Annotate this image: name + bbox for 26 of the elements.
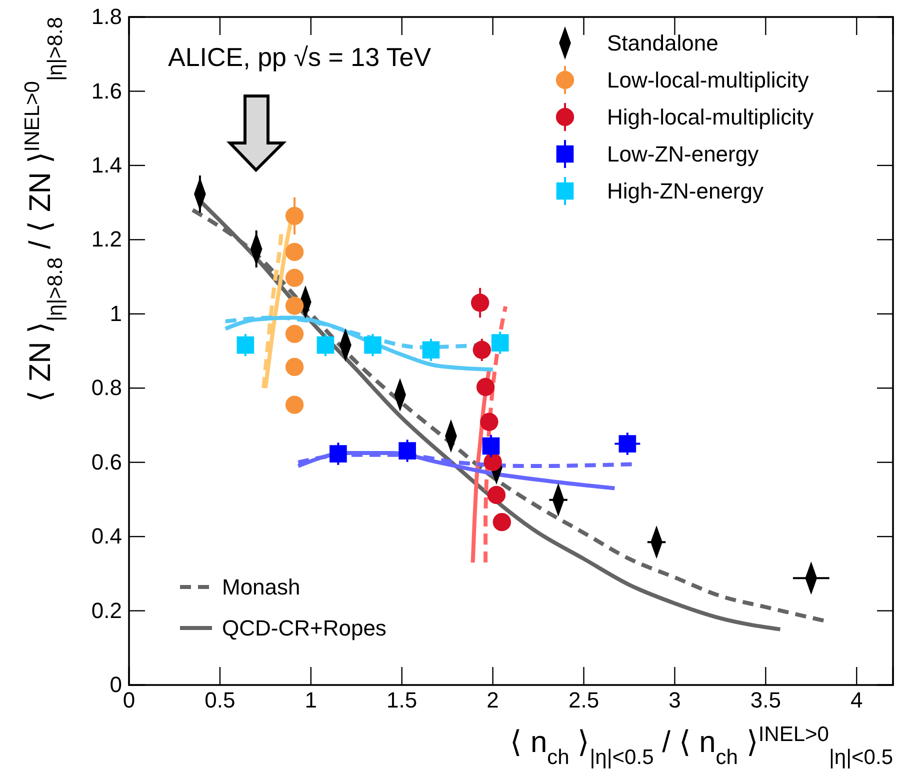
y-tick-label: 0.2: [91, 598, 122, 623]
x-tick-label: 3: [668, 688, 681, 713]
y-tick-label: 0.6: [91, 449, 122, 474]
x-tick-label: 4: [850, 688, 863, 713]
legend-label: QCD-CR+Ropes: [222, 616, 386, 641]
x-tick-label: 1: [304, 688, 318, 713]
y-tick-label: 0.8: [91, 375, 122, 400]
legend-label: Monash: [222, 574, 300, 600]
legend-label: High-ZN-energy: [607, 178, 764, 204]
legend-label: High-local-multiplicity: [607, 104, 814, 130]
legend-label: Low-local-multiplicity: [607, 68, 809, 93]
x-tick-label: 3.5: [750, 688, 781, 713]
x-tick-label: 2.5: [568, 688, 600, 713]
legend-label: Low-ZN-energy: [607, 142, 759, 167]
y-tick-label: 0.4: [91, 524, 122, 549]
y-tick-label: 1: [110, 300, 122, 326]
y-tick-label: 1.2: [91, 226, 122, 252]
x-tick-label: 0.5: [204, 688, 236, 713]
y-tick-label: 0: [110, 672, 122, 698]
x-tick-label: 2: [486, 688, 499, 713]
annotation: ALICE, pp √s = 13 TeV: [168, 42, 432, 72]
legend-label: Standalone: [607, 30, 718, 56]
x-tick-label: 1.5: [386, 688, 418, 713]
y-tick-label: 1.8: [91, 4, 122, 30]
y-tick-label: 1.6: [91, 78, 122, 104]
y-tick-label: 1.4: [91, 152, 122, 178]
